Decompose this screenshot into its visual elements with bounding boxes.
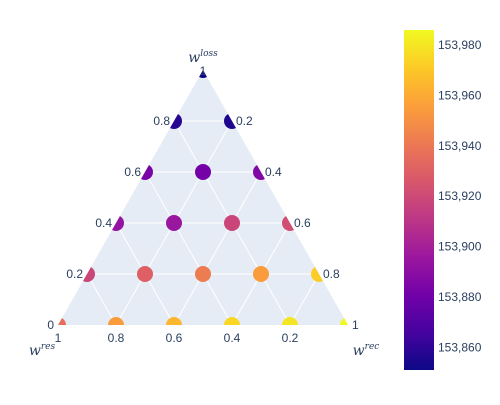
grid-line-res: [144, 171, 233, 326]
colorbar-tick-label: 153,980: [438, 38, 482, 52]
axis-title-rec: wrec: [353, 342, 380, 359]
tick-label-rec: 0.6: [294, 216, 311, 230]
data-point: 153975: [224, 317, 240, 325]
data-point: 153918: [224, 215, 240, 231]
colorbar-ticks: 153,860 153,880 153,900 153,920 153,940 153,9…: [438, 38, 482, 354]
tick-label-loss: 0.8: [153, 114, 170, 128]
tick-label-loss: 0.2: [66, 267, 83, 281]
tick-label-loss: 0.6: [124, 165, 141, 179]
tick-label-rec: 0.8: [323, 267, 340, 281]
tick-label-loss: 0: [47, 318, 54, 332]
tick-label-res: 0.4: [224, 331, 241, 345]
axis-title-loss: wloss: [188, 49, 218, 66]
data-point: 153955: [253, 266, 269, 282]
tick-label-res: 0.2: [282, 331, 299, 345]
tick-label-loss: 1: [200, 64, 207, 78]
data-point: 153936: [58, 317, 66, 325]
tick-label-rec: 0.2: [236, 114, 253, 128]
axis-tick-labels: 0 0.2 0.4 0.6 0.8 1 0.2 0.4 0.6 0.8 1 0.2 0.4 0.6 0.8 1: [47, 64, 359, 345]
data-point: 153955: [108, 317, 124, 325]
data-point: 153942: [195, 266, 211, 282]
data-point: 153980: [282, 317, 298, 325]
colorbar: 153,860 153,880 153,900 153,920 153,940 153,9…: [404, 30, 482, 370]
data-point: 153930: [137, 266, 153, 282]
tick-label-rec: 0.4: [265, 165, 282, 179]
data-point: 153986: [340, 317, 348, 325]
colorbar-tick-label: 153,920: [438, 189, 482, 203]
tick-label-res: 0.8: [108, 331, 125, 345]
data-point: 153964: [166, 317, 182, 325]
colorbar-tick-label: 153,900: [438, 240, 482, 254]
colorbar-tick-label: 153,960: [438, 88, 482, 102]
data-point: 153895: [166, 215, 182, 231]
tick-label-res: 1: [55, 331, 62, 345]
colorbar-tick-label: 153,940: [438, 139, 482, 153]
colorbar-tick-label: 153,860: [438, 340, 482, 354]
axis-titles: wloss wres wrec: [29, 49, 379, 359]
grid-line-rec: [289, 273, 320, 326]
tick-label-res: 0.6: [166, 331, 183, 345]
tick-label-loss: 0.4: [95, 216, 112, 230]
grid-line-rec: [173, 171, 262, 326]
axis-title-res: wres: [29, 342, 56, 359]
colorbar-tick-label: 153,880: [438, 290, 482, 304]
ternary-plot-background: [58, 70, 348, 325]
tick-label-rec: 1: [352, 318, 359, 332]
data-point: 153882: [195, 164, 211, 180]
colorbar-gradient: [404, 30, 434, 370]
grid-line-res: [86, 273, 117, 326]
